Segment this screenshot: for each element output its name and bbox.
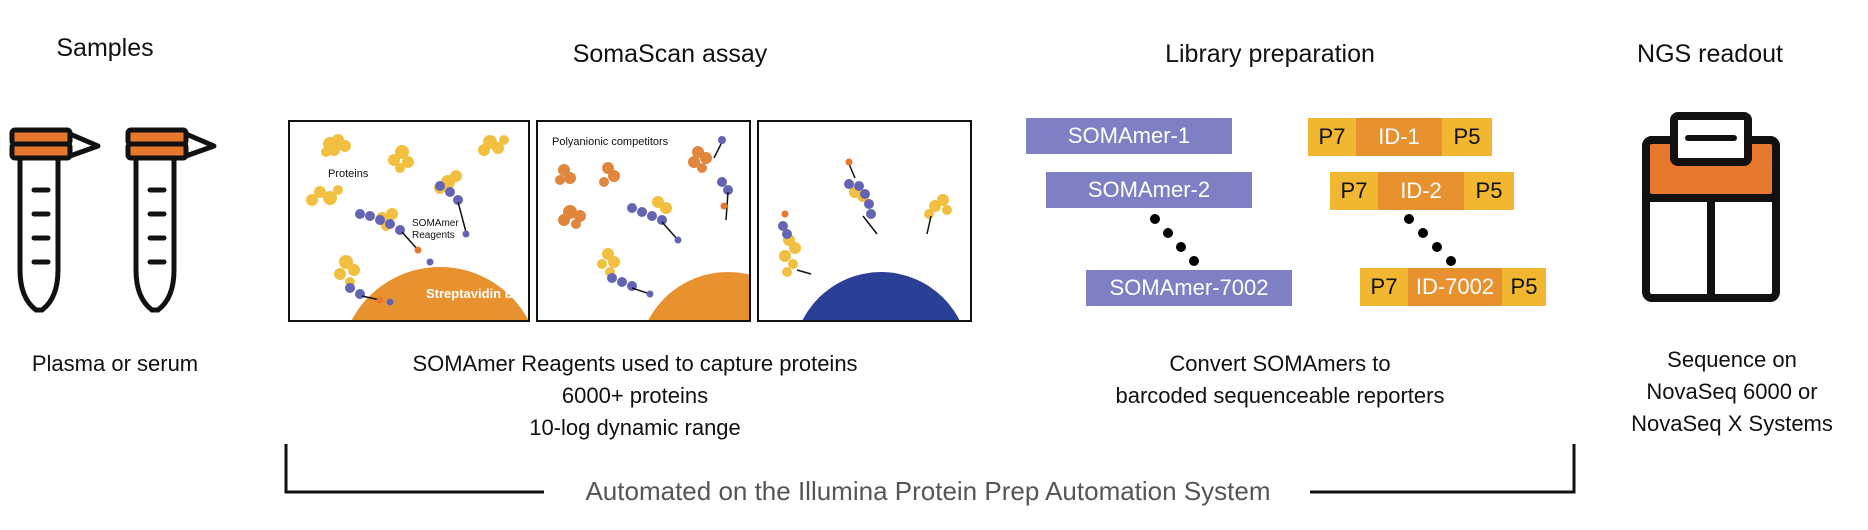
- somamer-reagents-label: SOMAmer Reagents: [412, 218, 459, 241]
- automation-label: Automated on the Illumina Protein Prep A…: [585, 476, 1271, 506]
- p7-segment: P7: [1360, 268, 1408, 306]
- sample-tubes-illustration: [9, 127, 217, 313]
- library-caption-line: Convert SOMAmers to: [1169, 351, 1391, 376]
- ellipsis-dot: [1404, 214, 1414, 224]
- linker-lines: [631, 141, 729, 295]
- samples-caption: Plasma or serum: [31, 351, 199, 376]
- somamer-box: SOMAmer-2: [1046, 172, 1252, 208]
- somamer-reagent-cluster: [778, 179, 876, 239]
- barcode-reporter: P7 ID-2 P5: [1330, 172, 1514, 210]
- tag-markers: [646, 136, 726, 298]
- biotin-markers: [376, 246, 422, 304]
- somascan-caption-line: SOMAmer Reagents used to capture protein…: [412, 351, 858, 376]
- assay-panel-capture: [757, 120, 972, 322]
- biotin-markers: [781, 158, 853, 218]
- ellipsis-dot: [1432, 242, 1442, 252]
- p5-segment: P5: [1442, 118, 1492, 156]
- sample-tube-icon: [125, 127, 217, 313]
- ngs-caption: Sequence on NovaSeq 6000 or NovaSeq X Sy…: [1600, 344, 1864, 440]
- protein-cluster: [306, 134, 509, 287]
- somascan-caption-line: 10-log dynamic range: [529, 415, 741, 440]
- somamer-box: SOMAmer-1: [1026, 118, 1232, 154]
- linker-lines: [796, 163, 932, 275]
- library-title: Library preparation: [1165, 40, 1375, 68]
- protein-cluster: [779, 186, 952, 277]
- ngs-title: NGS readout: [1637, 40, 1783, 68]
- samples-title: Samples: [56, 34, 154, 62]
- sequencer-icon: [1642, 112, 1780, 302]
- library-caption: Convert SOMAmers to barcoded sequenceabl…: [1080, 348, 1480, 412]
- assay-panel-competitors: Polyanionic competitors: [536, 120, 751, 322]
- p7-segment: P7: [1330, 172, 1378, 210]
- ellipsis-dot: [1446, 256, 1456, 266]
- binding-illustration: [306, 134, 528, 320]
- p7-segment: P7: [1308, 118, 1356, 156]
- capture-illustration: [778, 158, 960, 320]
- streptavidin-bead: [351, 267, 528, 320]
- ellipsis-dot: [1176, 242, 1186, 252]
- ellipsis-dot: [1418, 228, 1428, 238]
- automation-bracket: [284, 444, 1576, 494]
- ellipsis-dot: [1150, 214, 1160, 224]
- somamer-box: SOMAmer-7002: [1086, 270, 1292, 306]
- competitor-cluster: [555, 146, 712, 229]
- ngs-caption-line: NovaSeq X Systems: [1631, 411, 1833, 436]
- ellipsis-dot: [1189, 256, 1199, 266]
- streptavidin-bead: [648, 272, 749, 320]
- biotin-markers: [720, 202, 728, 210]
- barcode-reporter: P7 ID-1 P5: [1308, 118, 1492, 156]
- somascan-caption: SOMAmer Reagents used to capture protein…: [370, 348, 900, 444]
- ngs-caption-line: NovaSeq 6000 or: [1646, 379, 1818, 404]
- id-segment: ID-2: [1378, 172, 1464, 210]
- somascan-title: SomaScan assay: [572, 40, 768, 68]
- somamer-reagent-cluster: [345, 181, 463, 299]
- ngs-caption-line: Sequence on: [1667, 347, 1797, 372]
- polyanionic-competitors-label: Polyanionic competitors: [552, 136, 669, 148]
- id-segment: ID-1: [1356, 118, 1442, 156]
- assay-panel-binding: Proteins SOMAmer Reagents Streptavidin b…: [288, 120, 530, 322]
- id-segment: ID-7002: [1408, 268, 1502, 306]
- barcode-reporter: P7 ID-7002 P5: [1360, 268, 1546, 306]
- library-caption-line: barcoded sequenceable reporters: [1115, 383, 1445, 408]
- somascan-caption-line: 6000+ proteins: [561, 383, 709, 408]
- tag-markers: [386, 230, 470, 306]
- proteins-label: Proteins: [328, 168, 369, 180]
- streptavidin-bead-label: Streptavidin bead: [426, 286, 530, 301]
- p5-segment: P5: [1502, 268, 1546, 306]
- blue-bead: [802, 272, 960, 320]
- p5-segment: P5: [1464, 172, 1514, 210]
- ellipsis-dot: [1163, 228, 1173, 238]
- competitor-illustration: [555, 136, 749, 320]
- sample-tube-icon: [9, 127, 101, 313]
- protein-cluster: [597, 196, 672, 277]
